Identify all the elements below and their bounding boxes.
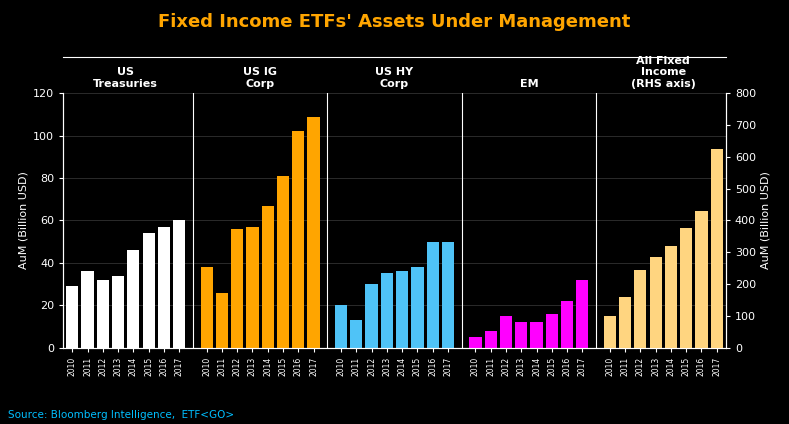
Bar bbox=[173, 220, 185, 348]
Text: EM: EM bbox=[520, 79, 538, 89]
Bar bbox=[484, 331, 497, 348]
Bar bbox=[231, 229, 243, 348]
Bar bbox=[427, 242, 439, 348]
Bar bbox=[365, 284, 378, 348]
Bar bbox=[411, 267, 424, 348]
Bar bbox=[546, 314, 558, 348]
Bar bbox=[649, 257, 662, 348]
Bar bbox=[216, 293, 228, 348]
Bar bbox=[158, 227, 170, 348]
Text: US HY
Corp: US HY Corp bbox=[376, 67, 413, 89]
Bar bbox=[442, 242, 454, 348]
Text: US
Treasuries: US Treasuries bbox=[93, 67, 158, 89]
Bar bbox=[561, 301, 573, 348]
Bar bbox=[200, 267, 213, 348]
Bar bbox=[350, 320, 362, 348]
Y-axis label: AuM (Billion USD): AuM (Billion USD) bbox=[760, 172, 770, 269]
Bar bbox=[634, 270, 646, 348]
Text: All Fixed
Income
(RHS axis): All Fixed Income (RHS axis) bbox=[631, 56, 696, 89]
Bar bbox=[246, 227, 259, 348]
Bar bbox=[277, 176, 289, 348]
Bar bbox=[381, 273, 393, 348]
Bar bbox=[576, 280, 589, 348]
Bar bbox=[619, 297, 631, 348]
Bar bbox=[127, 250, 140, 348]
Bar bbox=[604, 316, 616, 348]
Bar bbox=[308, 117, 320, 348]
Bar bbox=[335, 305, 347, 348]
Bar bbox=[469, 337, 481, 348]
Bar bbox=[81, 271, 94, 348]
Text: Fixed Income ETFs' Assets Under Management: Fixed Income ETFs' Assets Under Manageme… bbox=[159, 13, 630, 31]
Bar bbox=[66, 286, 78, 348]
Bar bbox=[711, 149, 723, 348]
Text: Source: Bloomberg Intelligence,  ETF<GO>: Source: Bloomberg Intelligence, ETF<GO> bbox=[8, 410, 234, 420]
Bar bbox=[680, 229, 692, 348]
Bar bbox=[97, 280, 109, 348]
Bar bbox=[292, 131, 305, 348]
Bar bbox=[500, 316, 512, 348]
Bar bbox=[530, 322, 543, 348]
Bar bbox=[143, 233, 155, 348]
Bar bbox=[396, 271, 408, 348]
Bar bbox=[665, 246, 677, 348]
Y-axis label: AuM (Billion USD): AuM (Billion USD) bbox=[19, 172, 29, 269]
Text: US IG
Corp: US IG Corp bbox=[243, 67, 277, 89]
Bar bbox=[515, 322, 527, 348]
Bar bbox=[695, 211, 708, 348]
Bar bbox=[262, 206, 274, 348]
Bar bbox=[112, 276, 124, 348]
